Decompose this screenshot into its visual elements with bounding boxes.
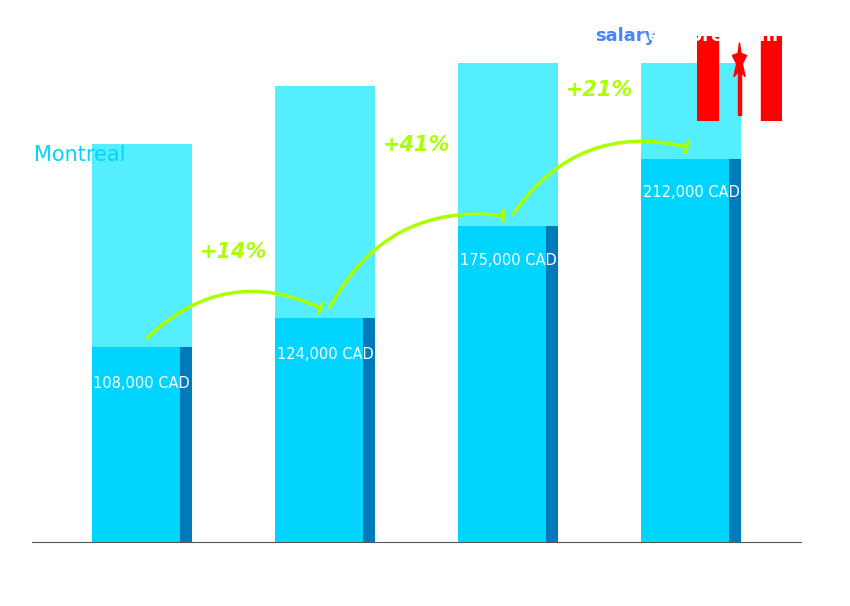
Bar [641,0,741,159]
Text: 212,000 CAD: 212,000 CAD [643,185,740,200]
Bar [363,314,376,542]
Polygon shape [739,70,740,115]
Text: 175,000 CAD: 175,000 CAD [460,253,557,268]
Text: 108,000 CAD: 108,000 CAD [94,376,190,391]
Text: +41%: +41% [382,136,450,156]
Bar [457,220,558,542]
Bar [275,314,376,542]
Bar [92,343,192,542]
Text: salary: salary [595,27,656,45]
Bar [729,152,741,542]
Bar [641,152,741,542]
Text: 124,000 CAD: 124,000 CAD [276,347,373,362]
Bar [180,343,192,542]
Text: Salary Comparison By Education: Salary Comparison By Education [34,36,591,65]
Bar [697,36,718,121]
Polygon shape [733,42,746,76]
Bar [275,85,376,318]
Text: Average Yearly Salary: Average Yearly Salary [818,283,831,420]
Bar [547,220,558,542]
Text: explorer.com: explorer.com [648,27,779,45]
Bar [761,36,782,121]
Text: Cryptocurrency Trader: Cryptocurrency Trader [34,97,267,117]
Bar [92,144,192,347]
Bar [457,0,558,225]
Text: Montreal: Montreal [34,145,126,165]
Text: +14%: +14% [200,242,267,262]
Text: +21%: +21% [566,80,633,100]
